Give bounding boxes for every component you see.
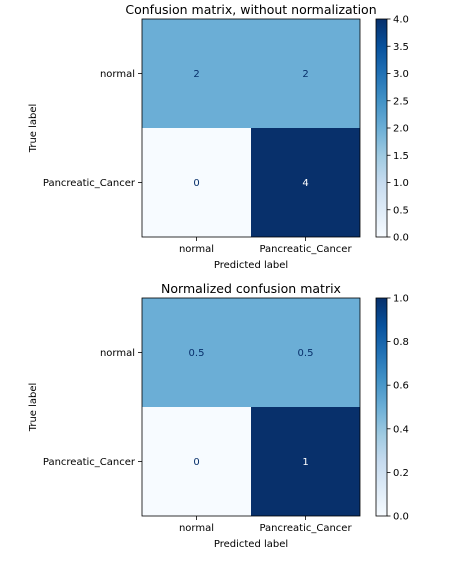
chart-1-colorbar-tick-label: 1.5 <box>393 151 409 162</box>
chart-2-title: Normalized confusion matrix <box>161 281 341 296</box>
chart-2-colorbar-tick-label: 0.8 <box>393 337 409 348</box>
chart-1-cell <box>251 19 360 128</box>
chart-1-xtick-label: normal <box>179 244 214 255</box>
chart-2-xtick-label: Pancreatic_Cancer <box>259 523 352 534</box>
confusion-matrix-chart-2: Normalized confusion matrix 0.5 0.5 0 1 nor… <box>28 281 409 550</box>
chart-2-cell-label: 0.5 <box>189 348 205 359</box>
chart-2-ytick-label: normal <box>100 348 135 359</box>
chart-1-cell <box>251 128 360 237</box>
chart-1-axes-frame <box>141 18 361 238</box>
chart-1-colorbar-tick-label: 2.5 <box>393 96 409 107</box>
chart-2-colorbar-tick-label: 0.0 <box>393 512 409 523</box>
chart-1-cell-label: 2 <box>193 69 199 80</box>
chart-2-colorbar-tick-label: 0.2 <box>393 468 409 479</box>
chart-1-cell <box>142 19 251 128</box>
chart-2-cell-label: 0 <box>193 457 199 468</box>
chart-1-xlabel: Predicted label <box>214 260 288 271</box>
chart-2-cell <box>142 407 251 516</box>
chart-2-colorbar-ticks: 0.0 0.2 0.4 0.6 0.8 1.0 <box>387 294 409 523</box>
chart-2-x-ticks: normal Pancreatic_Cancer <box>179 516 352 534</box>
chart-1-xtick-label: Pancreatic_Cancer <box>259 244 352 255</box>
chart-1-ylabel: True label <box>28 104 39 154</box>
chart-2-cell <box>251 298 360 407</box>
chart-1-cell-label: 2 <box>302 69 308 80</box>
chart-2-cells: 0.5 0.5 0 1 <box>142 298 360 516</box>
chart-1-cells: 2 2 0 4 <box>142 19 360 237</box>
chart-2-cell <box>142 298 251 407</box>
chart-1-colorbar-gradient <box>375 18 388 238</box>
chart-1-colorbar-tick-label: 1.0 <box>393 178 409 189</box>
chart-2-colorbar-tick-label: 0.4 <box>393 424 409 435</box>
chart-1-colorbar-tick-label: 2.0 <box>393 124 409 135</box>
chart-2-xlabel: Predicted label <box>214 539 288 550</box>
chart-2-xtick-label: normal <box>179 523 214 534</box>
chart-2-colorbar: 0.0 0.2 0.4 0.6 0.8 1.0 <box>375 294 409 523</box>
chart-2-cell <box>251 407 360 516</box>
chart-2-y-ticks: normal Pancreatic_Cancer <box>43 348 142 468</box>
chart-2-cell-label: 1 <box>302 457 308 468</box>
chart-1-colorbar-tick-label: 0.0 <box>393 233 409 244</box>
chart-1-y-ticks: normal Pancreatic_Cancer <box>43 69 142 189</box>
chart-1-colorbar: 0.0 0.5 1.0 1.5 2.0 2.5 3.0 3.5 4.0 <box>375 15 409 244</box>
chart-1-colorbar-tick-label: 3.5 <box>393 42 409 53</box>
chart-1-x-ticks: normal Pancreatic_Cancer <box>179 237 352 255</box>
chart-2-colorbar-tick-label: 0.6 <box>393 381 409 392</box>
chart-2-colorbar-tick-label: 1.0 <box>393 294 409 305</box>
chart-1-title: Confusion matrix, without normalization <box>125 2 376 17</box>
chart-2-cell-label: 0.5 <box>298 348 314 359</box>
chart-1-colorbar-tick-label: 0.5 <box>393 205 409 216</box>
chart-1-colorbar-tick-label: 4.0 <box>393 15 409 26</box>
chart-1-cell <box>142 128 251 237</box>
chart-2-ylabel: True label <box>28 383 39 433</box>
chart-1-ytick-label: normal <box>100 69 135 80</box>
chart-2-colorbar-gradient <box>375 297 388 517</box>
chart-1-ytick-label: Pancreatic_Cancer <box>43 178 136 189</box>
chart-1-cell-label: 4 <box>302 178 308 189</box>
chart-1-colorbar-ticks: 0.0 0.5 1.0 1.5 2.0 2.5 3.0 3.5 4.0 <box>387 15 409 244</box>
chart-2-axes-frame <box>141 297 361 517</box>
confusion-matrix-chart-1: Confusion matrix, without normalization … <box>28 2 409 271</box>
chart-1-colorbar-tick-label: 3.0 <box>393 69 409 80</box>
chart-2-ytick-label: Pancreatic_Cancer <box>43 457 136 468</box>
chart-1-cell-label: 0 <box>193 178 199 189</box>
